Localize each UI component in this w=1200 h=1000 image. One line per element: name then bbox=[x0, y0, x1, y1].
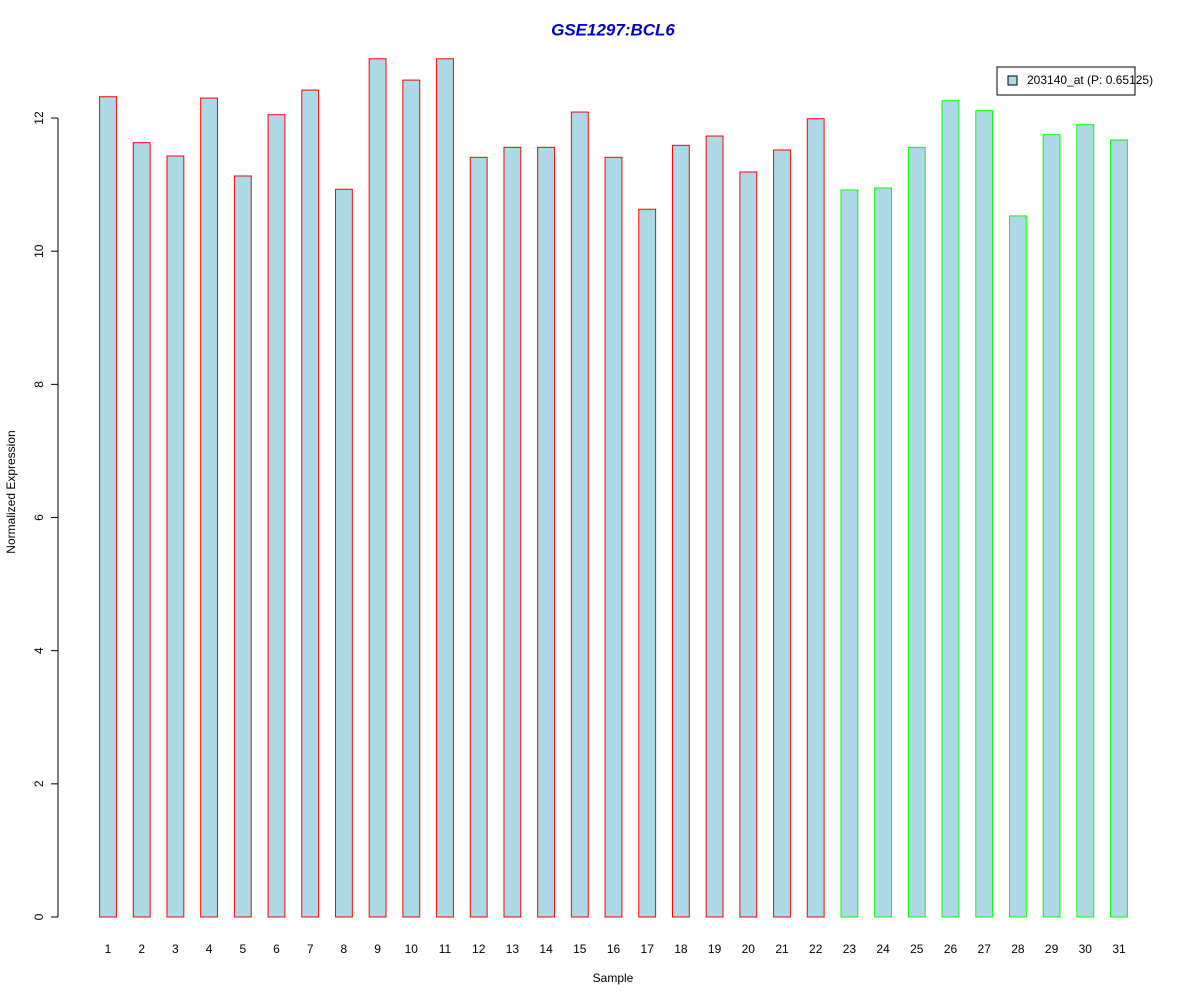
bar bbox=[132, 142, 151, 918]
legend-label: 203140_at (P: 0.65125) bbox=[1027, 73, 1153, 87]
x-tick-label: 18 bbox=[674, 942, 688, 956]
x-tick-label: 29 bbox=[1045, 942, 1059, 956]
x-tick-label: 4 bbox=[206, 942, 213, 956]
bar bbox=[200, 97, 219, 918]
x-tick-label: 26 bbox=[944, 942, 958, 956]
bar bbox=[570, 111, 589, 918]
bar bbox=[773, 149, 791, 918]
x-tick-label: 3 bbox=[172, 942, 179, 956]
legend-swatch bbox=[1007, 75, 1018, 86]
x-tick-label: 28 bbox=[1011, 942, 1025, 956]
x-tick-label: 22 bbox=[809, 942, 823, 956]
bar bbox=[537, 146, 556, 918]
bar bbox=[334, 188, 353, 918]
x-tick-label: 21 bbox=[775, 942, 789, 956]
x-tick-label: 2 bbox=[138, 942, 145, 956]
bar bbox=[503, 146, 522, 918]
x-tick-label: 23 bbox=[843, 942, 857, 956]
y-tick-label: 10 bbox=[32, 244, 46, 258]
bar bbox=[874, 187, 893, 918]
y-tick-label: 0 bbox=[32, 913, 46, 920]
x-tick-label: 9 bbox=[374, 942, 381, 956]
bar bbox=[301, 89, 320, 918]
x-tick-label: 31 bbox=[1112, 942, 1126, 956]
bar bbox=[604, 156, 623, 918]
bar bbox=[739, 171, 758, 918]
x-tick-label: 5 bbox=[239, 942, 246, 956]
x-tick-label: 25 bbox=[910, 942, 924, 956]
bar bbox=[402, 79, 421, 918]
x-tick-label: 7 bbox=[307, 942, 314, 956]
x-tick-label: 20 bbox=[742, 942, 756, 956]
x-tick-label: 8 bbox=[341, 942, 348, 956]
bar bbox=[705, 135, 724, 918]
x-axis-label: Sample bbox=[593, 971, 634, 985]
x-tick-label: 16 bbox=[607, 942, 621, 956]
bar bbox=[806, 118, 825, 918]
x-tick-label: 17 bbox=[641, 942, 655, 956]
y-axis-label: Normalized Expression bbox=[4, 430, 18, 553]
x-tick-label: 14 bbox=[539, 942, 553, 956]
bar bbox=[1076, 124, 1095, 918]
bar bbox=[638, 208, 657, 918]
chart-title: GSE1297:BCL6 bbox=[551, 20, 675, 39]
legend-box bbox=[996, 66, 1136, 96]
bar bbox=[99, 96, 117, 918]
x-tick-label: 6 bbox=[273, 942, 280, 956]
x-tick-label: 30 bbox=[1079, 942, 1093, 956]
x-tick-label: 1 bbox=[105, 942, 112, 956]
x-tick-label: 15 bbox=[573, 942, 587, 956]
x-tick-label: 13 bbox=[506, 942, 520, 956]
bar bbox=[267, 114, 286, 918]
bar bbox=[1110, 139, 1128, 918]
bar bbox=[469, 156, 488, 918]
bar bbox=[1008, 215, 1027, 918]
bar bbox=[975, 110, 994, 918]
x-tick-label: 11 bbox=[439, 942, 452, 956]
bar bbox=[907, 146, 926, 918]
bar bbox=[368, 58, 387, 918]
x-tick-label: 10 bbox=[405, 942, 419, 956]
y-tick-label: 6 bbox=[32, 514, 46, 521]
x-tick-label: 12 bbox=[472, 942, 486, 956]
bar bbox=[671, 144, 690, 918]
bar bbox=[941, 100, 960, 918]
bar bbox=[233, 175, 252, 918]
y-tick-label: 12 bbox=[32, 111, 46, 125]
x-tick-label: 19 bbox=[708, 942, 722, 956]
bar bbox=[1042, 134, 1061, 918]
bar bbox=[840, 189, 859, 918]
y-tick-label: 8 bbox=[32, 381, 46, 388]
bar bbox=[166, 155, 185, 918]
x-tick-label: 24 bbox=[876, 942, 890, 956]
y-tick-label: 4 bbox=[32, 647, 46, 654]
x-tick-label: 27 bbox=[978, 942, 992, 956]
y-tick-label: 2 bbox=[32, 780, 46, 787]
bar bbox=[436, 58, 454, 918]
